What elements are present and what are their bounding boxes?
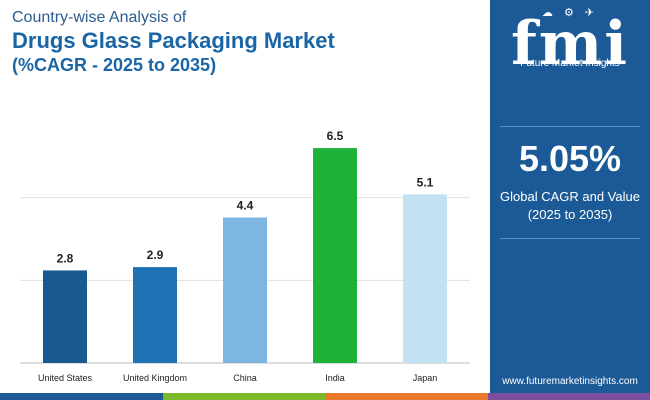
bar-india: [313, 148, 357, 363]
cagr-label-line2: (2025 to 2035): [527, 207, 613, 222]
website-link[interactable]: www.futuremarketinsights.com: [502, 376, 638, 387]
bottom-bar-segment-4: [487, 393, 650, 400]
divider: [500, 126, 640, 127]
global-cagr-value: 5.05%: [518, 138, 622, 179]
x-tick-label: Japan: [413, 373, 438, 383]
bar-chart: 2.8 United States 2.9 United Kingdom 4.4 Chin…: [20, 129, 470, 383]
bar-united-states: [43, 270, 87, 363]
logo-icons: ☁ ⚙ ✈: [541, 7, 599, 19]
chart-title: Drugs Glass Packaging Market: [12, 28, 335, 53]
chart-subtitle: Country-wise Analysis of: [12, 9, 187, 26]
bar-united-kingdom: [133, 267, 177, 363]
fmi-logo: fmi: [510, 9, 630, 79]
bottom-color-bar: [0, 393, 650, 400]
bottom-bar-segment-3: [325, 393, 488, 400]
x-tick-label: China: [233, 373, 257, 383]
bottom-bar-segment-1: [0, 393, 163, 400]
data-label: 2.8: [57, 251, 74, 265]
x-tick-label: United States: [38, 373, 93, 383]
data-label: 4.4: [237, 199, 254, 213]
logo-company-name: Future Market Insights: [520, 58, 620, 69]
global-cagr-label: Global CAGR and Value (2025 to 2035): [490, 188, 650, 224]
header: Country-wise Analysis of Drugs Glass Pac…: [12, 8, 335, 76]
data-label: 6.5: [327, 129, 344, 143]
x-tick-label: India: [325, 373, 345, 383]
sidebar-panel: ☁ ⚙ ✈ fmi Future Market Insights 5.05% G…: [490, 0, 650, 393]
bar-china: [223, 217, 267, 363]
divider: [500, 238, 640, 239]
bar-japan: [403, 194, 447, 363]
x-tick-label: United Kingdom: [123, 373, 187, 383]
bottom-bar-segment-2: [162, 393, 325, 400]
data-label: 2.9: [147, 248, 164, 262]
data-label: 5.1: [417, 175, 434, 189]
cagr-label-line1: Global CAGR and Value: [500, 189, 640, 204]
chart-period: (%CAGR - 2025 to 2035): [12, 55, 217, 75]
